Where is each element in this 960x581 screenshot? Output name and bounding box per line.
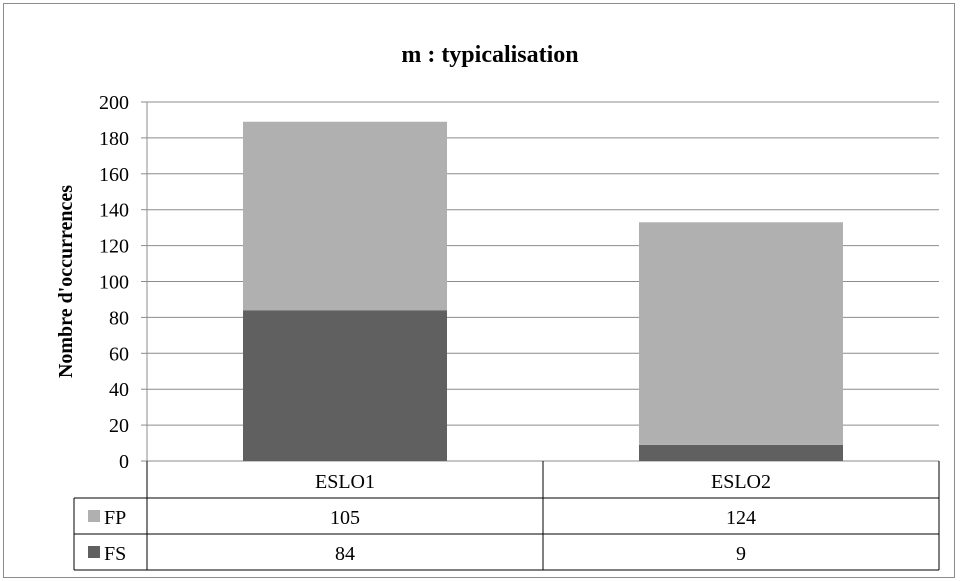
legend-label: FP <box>104 507 126 529</box>
legend-key-fp <box>88 510 100 522</box>
chart-svg: m : typicalisation Nombre d'occurrences … <box>55 42 940 571</box>
data-label: 105 <box>330 507 360 529</box>
bar-fs-eslo1 <box>243 310 447 461</box>
bar-fp-eslo1 <box>243 121 447 311</box>
y-tick-label: 160 <box>99 164 129 186</box>
bar-fp-eslo2 <box>639 222 843 445</box>
bars <box>243 121 843 461</box>
legend-label: FS <box>104 543 126 565</box>
y-tick-label: 20 <box>109 415 129 437</box>
y-tick-label: 140 <box>99 200 129 222</box>
x-category-label: ESLO1 <box>315 471 375 493</box>
chart-frame: m : typicalisation Nombre d'occurrences … <box>3 3 955 578</box>
data-label: 124 <box>726 507 756 529</box>
y-tick-label: 100 <box>99 272 129 294</box>
y-tick-labels: 0 20 40 60 80 100 120 140 160 180 200 <box>99 92 129 473</box>
data-label: 9 <box>736 543 746 565</box>
y-tick-label: 0 <box>119 451 129 473</box>
legend-key-fs <box>88 546 100 558</box>
y-tick-label: 200 <box>99 92 129 114</box>
y-tick-label: 40 <box>109 379 129 401</box>
x-category-label: ESLO2 <box>711 471 771 493</box>
bar-fs-eslo2 <box>639 444 843 461</box>
chart-title: m : typicalisation <box>401 42 578 68</box>
y-tick-label: 80 <box>109 307 129 329</box>
y-tick-label: 180 <box>99 128 129 150</box>
y-tick-label: 60 <box>109 343 129 365</box>
y-tick-label: 120 <box>99 236 129 258</box>
y-axis-label: Nombre d'occurrences <box>55 185 77 378</box>
data-table: ESLO1 ESLO2 FP 105 124 FS 84 9 <box>73 461 940 571</box>
data-label: 84 <box>335 543 355 565</box>
